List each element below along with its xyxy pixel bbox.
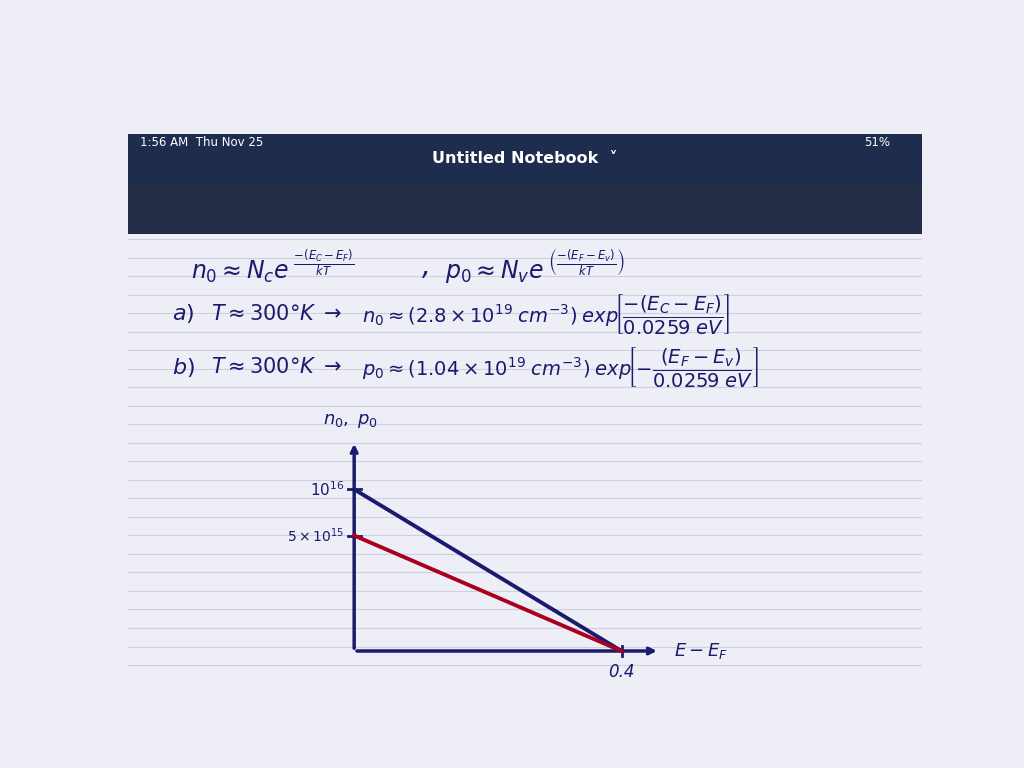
Text: $10^{16}$: $10^{16}$ — [310, 480, 345, 498]
Text: $n_0,\;p_0$: $n_0,\;p_0$ — [323, 412, 378, 430]
Text: 1:56 AM  Thu Nov 25: 1:56 AM Thu Nov 25 — [140, 136, 263, 149]
Text: $n_0 \approx N_c e^{\;\frac{-(E_C-E_F)}{kT}}$: $n_0 \approx N_c e^{\;\frac{-(E_C-E_F)}{… — [191, 247, 355, 286]
FancyBboxPatch shape — [128, 184, 922, 234]
Text: $a)$: $a)$ — [172, 303, 194, 326]
Text: $E - E_F$: $E - E_F$ — [674, 641, 728, 661]
Text: $b)$: $b)$ — [172, 356, 195, 379]
Text: $n_0 \approx (2.8 \times 10^{19}\;cm^{-3})\;exp\!\left[\dfrac{-(E_C - E_F)}{0.02: $n_0 \approx (2.8 \times 10^{19}\;cm^{-3… — [362, 292, 730, 336]
Text: $p_0 \approx N_v e^{\;\left(\frac{-(E_F-E_v)}{kT}\right)}$: $p_0 \approx N_v e^{\;\left(\frac{-(E_F-… — [445, 247, 626, 286]
Text: $p_0 \approx (1.04 \times 10^{19}\;cm^{-3})\;exp\!\left[-\dfrac{(E_F - E_v)}{0.0: $p_0 \approx (1.04 \times 10^{19}\;cm^{-… — [362, 345, 759, 389]
Text: $T \approx 300°K \;\rightarrow$: $T \approx 300°K \;\rightarrow$ — [211, 357, 342, 377]
Text: ,: , — [422, 253, 430, 280]
FancyBboxPatch shape — [128, 134, 922, 184]
Text: Untitled Notebook  ˅: Untitled Notebook ˅ — [432, 151, 617, 166]
Text: 0.4: 0.4 — [608, 663, 635, 680]
Text: 51%: 51% — [864, 136, 890, 149]
Text: $T \approx 300°K \;\rightarrow$: $T \approx 300°K \;\rightarrow$ — [211, 304, 342, 324]
Text: $5\times10^{15}$: $5\times10^{15}$ — [288, 526, 345, 545]
